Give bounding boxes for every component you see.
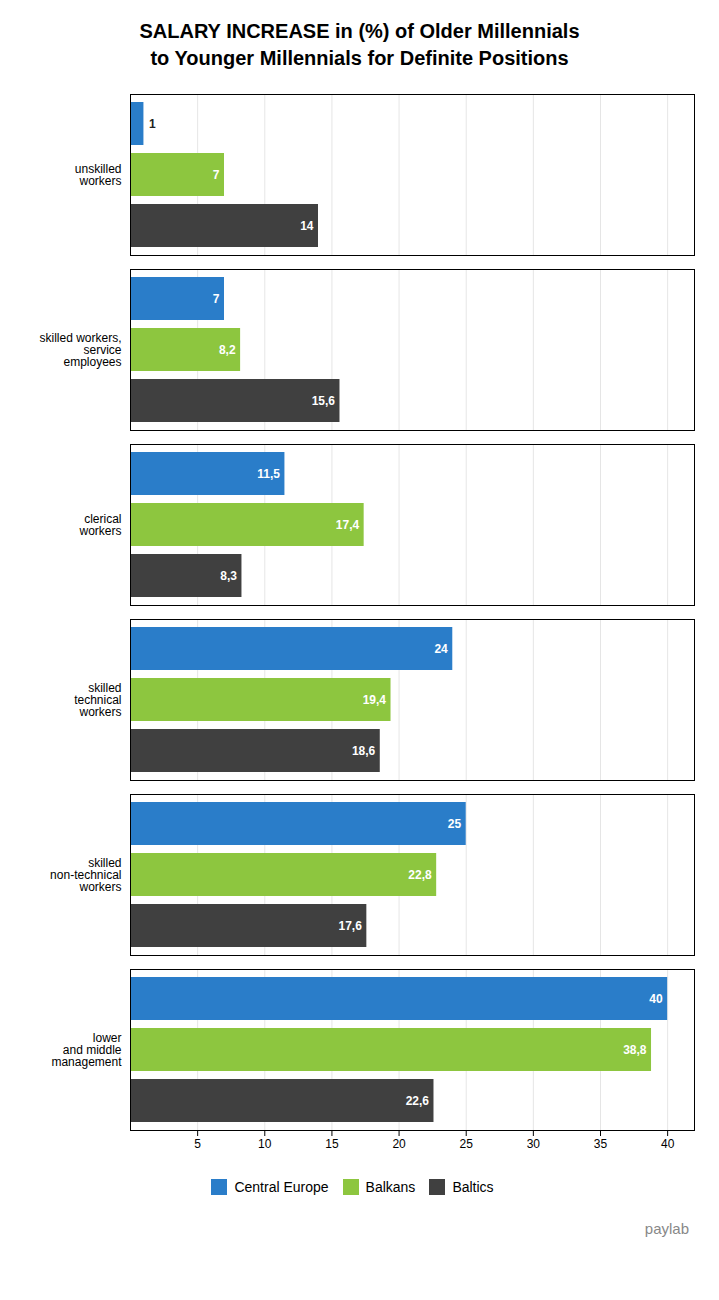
- svg-text:19,4: 19,4: [363, 693, 387, 707]
- svg-text:7: 7: [213, 168, 220, 182]
- svg-text:14: 14: [300, 219, 314, 233]
- svg-text:clericalworkers: clericalworkers: [78, 512, 121, 538]
- svg-text:15,6: 15,6: [312, 394, 336, 408]
- svg-text:22,8: 22,8: [408, 868, 432, 882]
- svg-text:40: 40: [661, 1137, 675, 1151]
- svg-text:17,6: 17,6: [338, 919, 362, 933]
- svg-text:35: 35: [594, 1137, 608, 1151]
- svg-text:38,8: 38,8: [623, 1043, 647, 1057]
- svg-text:lowerand middlemanagement: lowerand middlemanagement: [51, 1031, 122, 1069]
- svg-text:5: 5: [194, 1137, 201, 1151]
- svg-text:1: 1: [149, 117, 156, 131]
- svg-text:8,3: 8,3: [220, 569, 237, 583]
- svg-text:skilledtechnicalworkers: skilledtechnicalworkers: [74, 681, 121, 719]
- svg-text:7: 7: [213, 292, 220, 306]
- html-text:paylab: paylab: [644, 1220, 689, 1237]
- svg-text:10: 10: [258, 1137, 272, 1151]
- svg-text:24: 24: [434, 642, 448, 656]
- svg-text:skillednon-technicalworkers: skillednon-technicalworkers: [50, 856, 121, 894]
- svg-text:25: 25: [460, 1137, 474, 1151]
- svg-text:unskilledworkers: unskilledworkers: [75, 162, 122, 188]
- html-text:Baltics: Baltics: [452, 1178, 494, 1195]
- svg-text:20: 20: [392, 1137, 406, 1151]
- svg-text:25: 25: [448, 817, 462, 831]
- html-text:SALARY INCREASE in (%) of Olde: SALARY INCREASE in (%) of Older Millenni…: [139, 20, 580, 42]
- svg-text:skilled workers,serviceemploye: skilled workers,serviceemployees: [39, 331, 121, 369]
- html-text:Central Europe: Central Europe: [234, 1178, 329, 1195]
- svg-text:11,5: 11,5: [257, 467, 280, 481]
- svg-text:15: 15: [325, 1137, 339, 1151]
- svg-text:18,6: 18,6: [352, 744, 376, 758]
- svg-text:22,6: 22,6: [406, 1094, 430, 1108]
- svg-text:40: 40: [649, 992, 663, 1006]
- svg-text:17,4: 17,4: [336, 518, 360, 532]
- html-text:Balkans: Balkans: [365, 1178, 416, 1195]
- svg-text:30: 30: [527, 1137, 541, 1151]
- svg-text:8,2: 8,2: [219, 343, 236, 357]
- html-text:to Younger Millennials for Def: to Younger Millennials for Definite Posi…: [150, 47, 569, 69]
